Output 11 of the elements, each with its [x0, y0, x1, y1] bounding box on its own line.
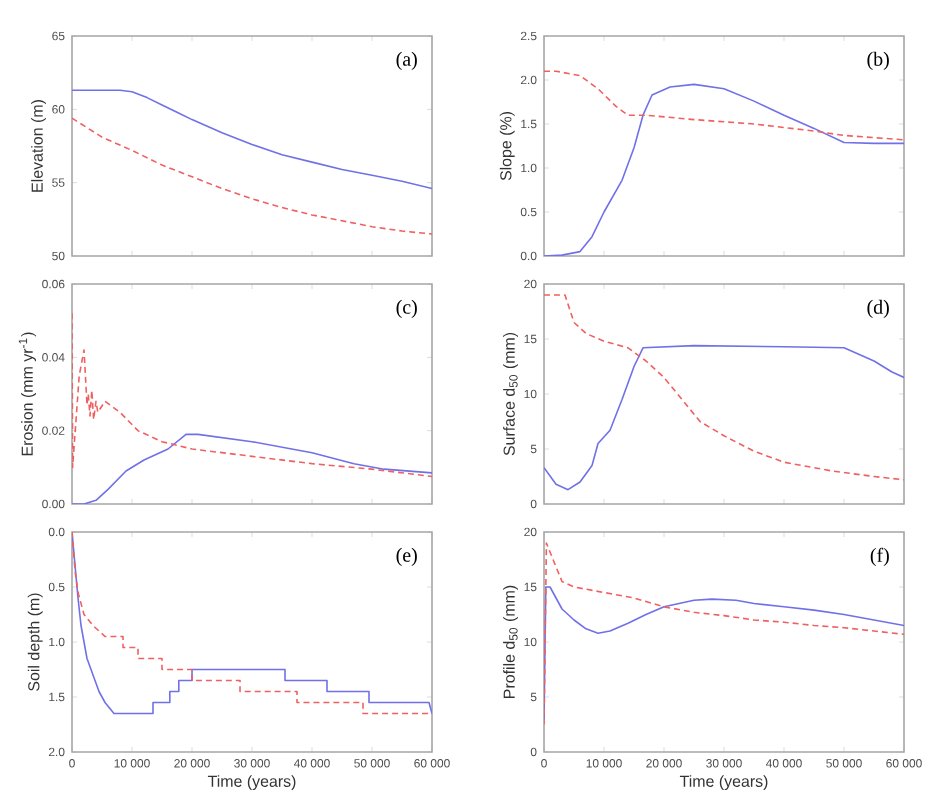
- line-series: [544, 294, 905, 481]
- annotation: (d): [867, 299, 889, 318]
- annotation: (a): [396, 51, 417, 70]
- line-series: [544, 344, 905, 491]
- annotation: (e): [396, 547, 417, 566]
- annotation: (c): [396, 299, 417, 318]
- annotation: (b): [867, 51, 889, 70]
- annotation: (f): [870, 547, 889, 567]
- line-series: [544, 70, 905, 141]
- line-series: [72, 433, 432, 504]
- line-series: [544, 83, 905, 256]
